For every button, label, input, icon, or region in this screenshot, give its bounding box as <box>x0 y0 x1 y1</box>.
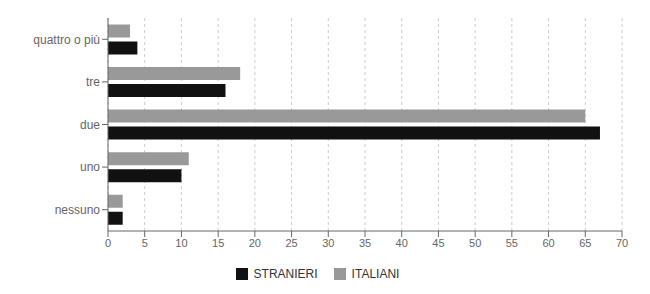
svg-text:70: 70 <box>616 237 628 249</box>
svg-text:65: 65 <box>579 237 591 249</box>
svg-text:25: 25 <box>285 237 297 249</box>
svg-text:20: 20 <box>249 237 261 249</box>
svg-text:55: 55 <box>506 237 518 249</box>
svg-text:30: 30 <box>322 237 334 249</box>
svg-text:50: 50 <box>469 237 481 249</box>
svg-text:nessuno: nessuno <box>55 203 101 217</box>
svg-text:5: 5 <box>142 237 148 249</box>
html-text:STRANIERI: STRANIERI <box>253 267 318 281</box>
html-text:ITALIANI: ITALIANI <box>351 267 400 281</box>
svg-text:15: 15 <box>212 237 224 249</box>
svg-text:40: 40 <box>396 237 408 249</box>
svg-text:10: 10 <box>175 237 187 249</box>
svg-text:0: 0 <box>105 237 111 249</box>
svg-text:tre: tre <box>86 75 100 89</box>
svg-text:35: 35 <box>359 237 371 249</box>
svg-text:uno: uno <box>80 160 100 174</box>
svg-text:due: due <box>80 118 100 132</box>
svg-text:quattro o più: quattro o più <box>33 33 100 47</box>
svg-text:45: 45 <box>432 237 444 249</box>
svg-text:60: 60 <box>542 237 554 249</box>
